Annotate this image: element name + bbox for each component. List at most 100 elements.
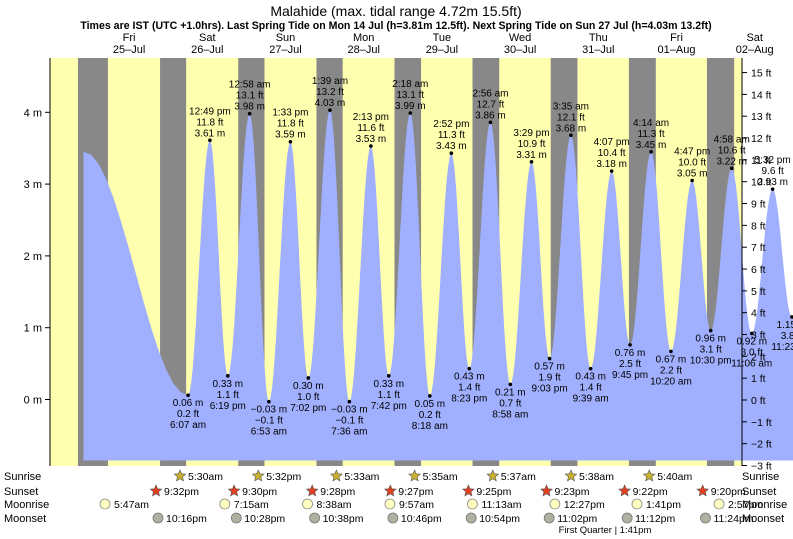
day-name-label: Wed: [509, 32, 531, 44]
day-labels: Fri25–JulSat26–JulSun27–JulMon28–JulTue2…: [113, 32, 774, 56]
moonset-time: 10:54pm: [479, 513, 520, 525]
date-label: 29–Jul: [426, 44, 458, 56]
high-tide-time: 4:47 pm: [674, 147, 710, 158]
moonrise-time: 11:13am: [481, 499, 521, 511]
high-tide-meters: 3.05 m: [677, 169, 708, 180]
chart-title: Malahide (max. tidal range 4.72m 15.5ft): [270, 3, 521, 19]
high-tide-meters: 3.18 m: [596, 159, 627, 170]
row-label-left: Sunset: [4, 486, 38, 498]
high-tide-time: 2:52 pm: [433, 119, 469, 130]
moonset-icon: [230, 512, 242, 524]
sunset-time: 9:20pm: [711, 486, 746, 498]
sunset-time: 9:23pm: [555, 486, 590, 498]
sunrise-icon: [408, 469, 422, 482]
tide-point: [609, 169, 614, 173]
high-tide-time: 12:58 am: [229, 80, 271, 91]
moonset-icon: [309, 512, 321, 524]
high-tide-time: 5:32 pm: [755, 155, 791, 166]
tide-point: [347, 399, 352, 404]
left-tick-label: 0 m: [24, 395, 42, 407]
low-tide-meters: 0.06 m: [173, 398, 204, 409]
high-tide-time: 3:35 am: [553, 101, 589, 112]
row-label-right: Sunrise: [742, 471, 779, 483]
tide-point: [729, 166, 734, 171]
moonrise-icon: [302, 498, 313, 510]
high-tide-meters: 3.86 m: [475, 110, 506, 121]
left-tick-label: 3 m: [24, 179, 42, 191]
right-tick-label: 12 ft: [751, 133, 772, 145]
low-tide-feet: 2.2 ft: [660, 365, 682, 376]
tide-point: [569, 133, 573, 138]
moonrise-icon: [549, 498, 561, 510]
tide-point: [386, 374, 391, 378]
sunset-time: 9:27pm: [398, 486, 433, 498]
high-tide-time: 3:29 pm: [513, 128, 549, 139]
sunset-time: 9:32pm: [164, 486, 199, 498]
right-tick-label: 0 ft: [751, 395, 766, 407]
right-tick-label: 11 ft: [751, 155, 771, 167]
sunrise-icon: [251, 469, 265, 482]
low-tide-time: 7:42 pm: [371, 401, 407, 412]
tide-point: [488, 120, 493, 125]
high-tide-time: 4:07 pm: [594, 137, 630, 148]
low-tide-meters: 1.15 m: [777, 320, 793, 331]
high-tide-time: 1:33 pm: [272, 108, 308, 119]
high-tide-time: 2:56 am: [472, 88, 508, 99]
left-tick-label: 4 m: [24, 107, 42, 119]
low-tide-feet: 1.1 ft: [217, 390, 239, 401]
right-tick-label: −1 ft: [751, 417, 772, 429]
tide-point: [328, 108, 332, 112]
row-label-right: Moonset: [742, 513, 784, 525]
low-tide-meters: 0.30 m: [293, 381, 324, 392]
high-tide-time: 12:49 pm: [189, 106, 231, 117]
tide-point: [649, 149, 653, 154]
high-tide-meters: 4.03 m: [315, 98, 346, 109]
right-tick-label: 4 ft: [751, 308, 766, 320]
right-tick-label: 10 ft: [751, 177, 772, 189]
low-tide-feet: 3.0 ft: [741, 347, 763, 358]
sunrise-icon: [564, 469, 578, 482]
tide-level-area: [83, 110, 793, 461]
tide-point: [628, 343, 632, 347]
sunset-icon: [149, 484, 163, 497]
moonset-icon: [700, 512, 711, 524]
sunrise-icon: [329, 469, 343, 482]
low-tide-time: 8:18 am: [412, 421, 448, 432]
high-tide-meters: 3.99 m: [395, 101, 426, 112]
low-tide-feet: 1.1 ft: [378, 390, 400, 401]
low-tide-time: 6:19 pm: [210, 401, 246, 412]
tide-point: [186, 393, 190, 397]
high-tide-time: 2:13 pm: [353, 112, 389, 123]
date-label: 26–Jul: [191, 44, 223, 56]
high-tide-feet: 11.6 ft: [357, 123, 384, 134]
moonrise-icon: [99, 498, 111, 510]
day-name-label: Mon: [353, 32, 374, 44]
right-tick-label: −3 ft: [751, 461, 772, 473]
sunrise-icon: [486, 469, 500, 482]
left-tick-label: 2 m: [24, 251, 42, 263]
low-tide-feet: 0.2 ft: [177, 409, 199, 420]
sunrise-time: 5:37am: [501, 471, 536, 483]
low-tide-meters: −0.03 m: [251, 405, 287, 416]
sunset-icon: [305, 484, 319, 497]
date-label: 27–Jul: [269, 44, 301, 56]
low-tide-time: 8:23 pm: [451, 394, 487, 405]
moonrise-time: 9:57am: [399, 499, 434, 511]
right-tick-label: 8 ft: [751, 220, 766, 232]
low-tide-feet: 2.5 ft: [619, 359, 641, 370]
moonrise-icon: [631, 498, 643, 510]
tide-point: [247, 111, 252, 116]
row-label-right: Sunset: [742, 486, 776, 498]
high-tide-meters: 3.61 m: [195, 128, 226, 139]
sunrise-icon: [642, 469, 656, 482]
moonrise-time: 12:27pm: [564, 499, 605, 511]
date-label: 02–Aug: [736, 44, 774, 56]
tide-point: [508, 382, 513, 387]
tide-point: [708, 328, 713, 333]
high-tide-time: 2:18 am: [392, 79, 428, 90]
moon-phase-note: First Quarter | 1:41pm: [559, 525, 652, 536]
high-tide-feet: 13.1 ft: [396, 90, 424, 101]
tide-point: [790, 315, 793, 319]
